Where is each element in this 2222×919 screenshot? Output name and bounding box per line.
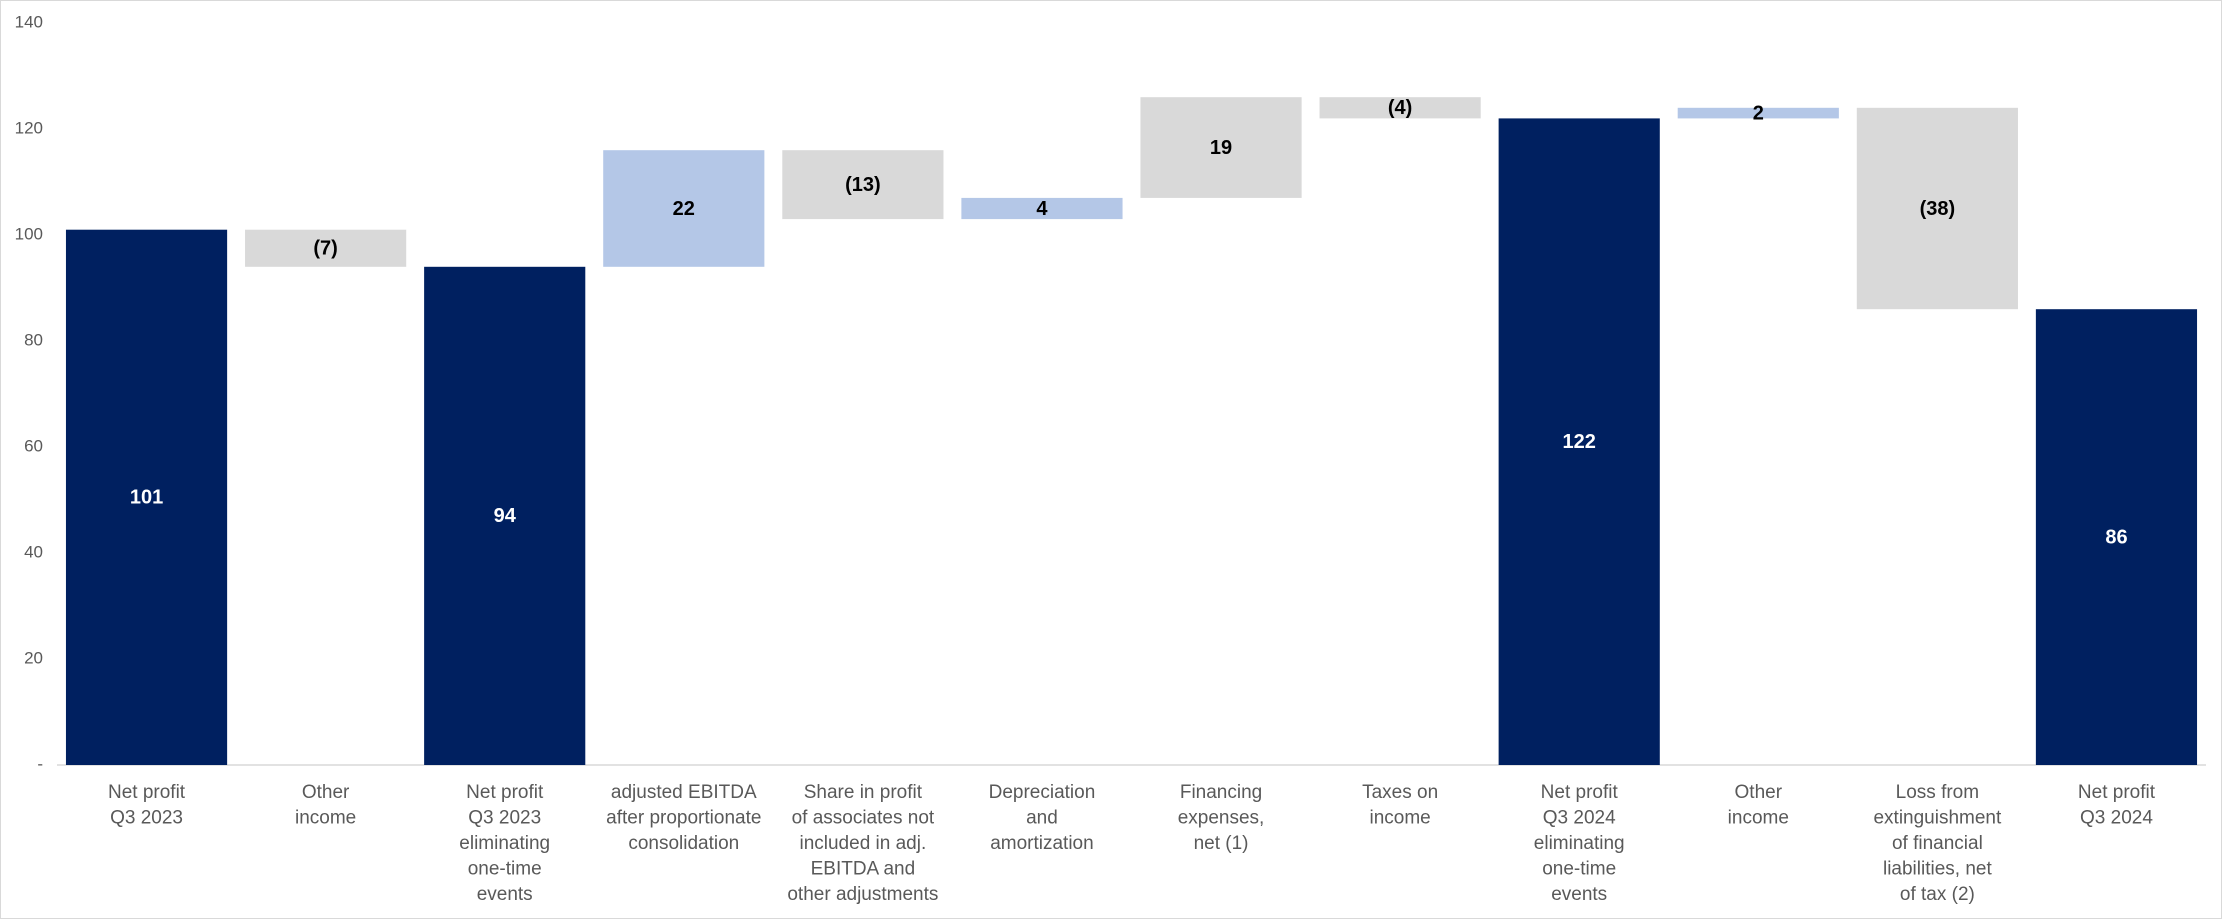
x-tick-label-line: Other: [1735, 782, 1783, 803]
y-tick-label: 80: [24, 330, 43, 349]
y-tick-label: 120: [15, 118, 43, 137]
value-label: 2: [1753, 102, 1764, 124]
x-tick-label: Other income: [295, 782, 356, 829]
y-tick-label: 40: [24, 542, 43, 561]
x-tick-label-line: included in adj.: [799, 833, 926, 854]
bar: [65, 229, 228, 765]
x-tick-label-line: of tax (2): [1900, 884, 1975, 905]
x-tick-label-line: one-time: [1542, 859, 1616, 880]
x-tick-label-line: other adjustments: [787, 884, 938, 905]
x-tick-label-line: extinguishment: [1873, 808, 2002, 829]
x-tick-label-line: Q3 2023: [110, 808, 183, 829]
x-tick-label-line: events: [477, 884, 533, 905]
x-tick-label-line: liabilities, net: [1883, 859, 1992, 880]
x-tick-label-line: Net profit: [108, 782, 186, 803]
x-tick-label: Net profit Q3 2023: [108, 782, 186, 829]
y-tick-label: 140: [15, 12, 43, 31]
x-tick-label-line: net (1): [1194, 833, 1249, 854]
x-tick-label: Other income: [1728, 782, 1789, 829]
y-tick-label: 20: [24, 648, 43, 667]
x-tick-label: Depreciation and amortization: [989, 782, 1096, 854]
value-label: (38): [1920, 198, 1956, 220]
bar: [1319, 97, 1481, 119]
bar: [961, 197, 1123, 220]
x-tick-label: adjusted EBITDA after proportionate consol…: [606, 782, 761, 854]
bar: [1140, 97, 1302, 198]
x-tick-label-line: expenses,: [1178, 808, 1265, 829]
x-tick-label-line: income: [295, 808, 356, 829]
value-label: 4: [1036, 198, 1048, 220]
bar: [245, 229, 407, 267]
bar: [1856, 107, 2018, 310]
x-tick-label: Loss from extinguishment of financial liabi…: [1873, 782, 2002, 905]
x-tick-label-line: EBITDA and: [811, 859, 916, 880]
value-label: (13): [845, 174, 881, 196]
x-tick-label: Net profit Q3 2024: [2078, 782, 2156, 829]
x-tick-label-line: Depreciation: [989, 782, 1096, 803]
x-tick-label-line: adjusted EBITDA: [611, 782, 757, 803]
x-tick-label-line: Taxes on: [1362, 782, 1438, 803]
x-tick-label-line: amortization: [990, 833, 1094, 854]
value-label: 101: [130, 487, 163, 509]
x-tick-label: Taxes on income: [1362, 782, 1438, 829]
y-tick-label: 100: [15, 224, 43, 243]
x-tick-label-line: Q3 2024: [1543, 808, 1616, 829]
x-tick-label-line: Share in profit: [804, 782, 923, 803]
x-tick-label-line: Net profit: [2078, 782, 2156, 803]
y-tick-label: -: [37, 754, 43, 773]
value-label: 22: [673, 198, 695, 220]
value-label: (7): [313, 238, 337, 260]
bar: [1677, 107, 1839, 119]
x-tick-label: Net profit Q3 2023 eliminating one-time even…: [459, 782, 550, 905]
x-tick-label-line: eliminating: [1534, 833, 1625, 854]
value-label: (4): [1388, 97, 1412, 119]
x-tick-label-line: events: [1551, 884, 1607, 905]
x-tick-label: Net profit Q3 2024 eliminating one-time even…: [1534, 782, 1625, 905]
x-tick-label: Financing expenses, net (1): [1178, 782, 1265, 854]
x-tick-label-line: Q3 2024: [2080, 808, 2153, 829]
x-tick-label-line: Net profit: [1541, 782, 1619, 803]
bar: [2035, 309, 2198, 765]
x-tick-label-line: of associates not: [792, 808, 935, 829]
value-label: 19: [1210, 137, 1232, 159]
x-tick-label-line: after proportionate: [606, 808, 761, 829]
value-label: 122: [1563, 431, 1596, 453]
bar: [1498, 118, 1660, 765]
x-tick-label-line: Financing: [1180, 782, 1262, 803]
x-tick-label: Share in profit of associates not included…: [787, 782, 938, 905]
value-label: 86: [2105, 526, 2127, 548]
x-tick-label-line: one-time: [468, 859, 542, 880]
bar: [782, 150, 944, 220]
bar: [603, 150, 765, 267]
x-tick-label-line: Net profit: [466, 782, 544, 803]
x-tick-label-line: income: [1370, 808, 1431, 829]
y-tick-label: 60: [24, 436, 43, 455]
x-tick-label-line: of financial: [1892, 833, 1983, 854]
value-label: 94: [494, 505, 517, 527]
x-tick-label-line: and: [1026, 808, 1058, 829]
x-tick-label-line: Q3 2023: [468, 808, 541, 829]
bar: [424, 266, 586, 765]
x-tick-label-line: Loss from: [1896, 782, 1979, 803]
x-tick-label-line: consolidation: [628, 833, 739, 854]
x-tick-label-line: income: [1728, 808, 1789, 829]
x-tick-label-line: Other: [302, 782, 350, 803]
x-tick-label-line: eliminating: [459, 833, 550, 854]
